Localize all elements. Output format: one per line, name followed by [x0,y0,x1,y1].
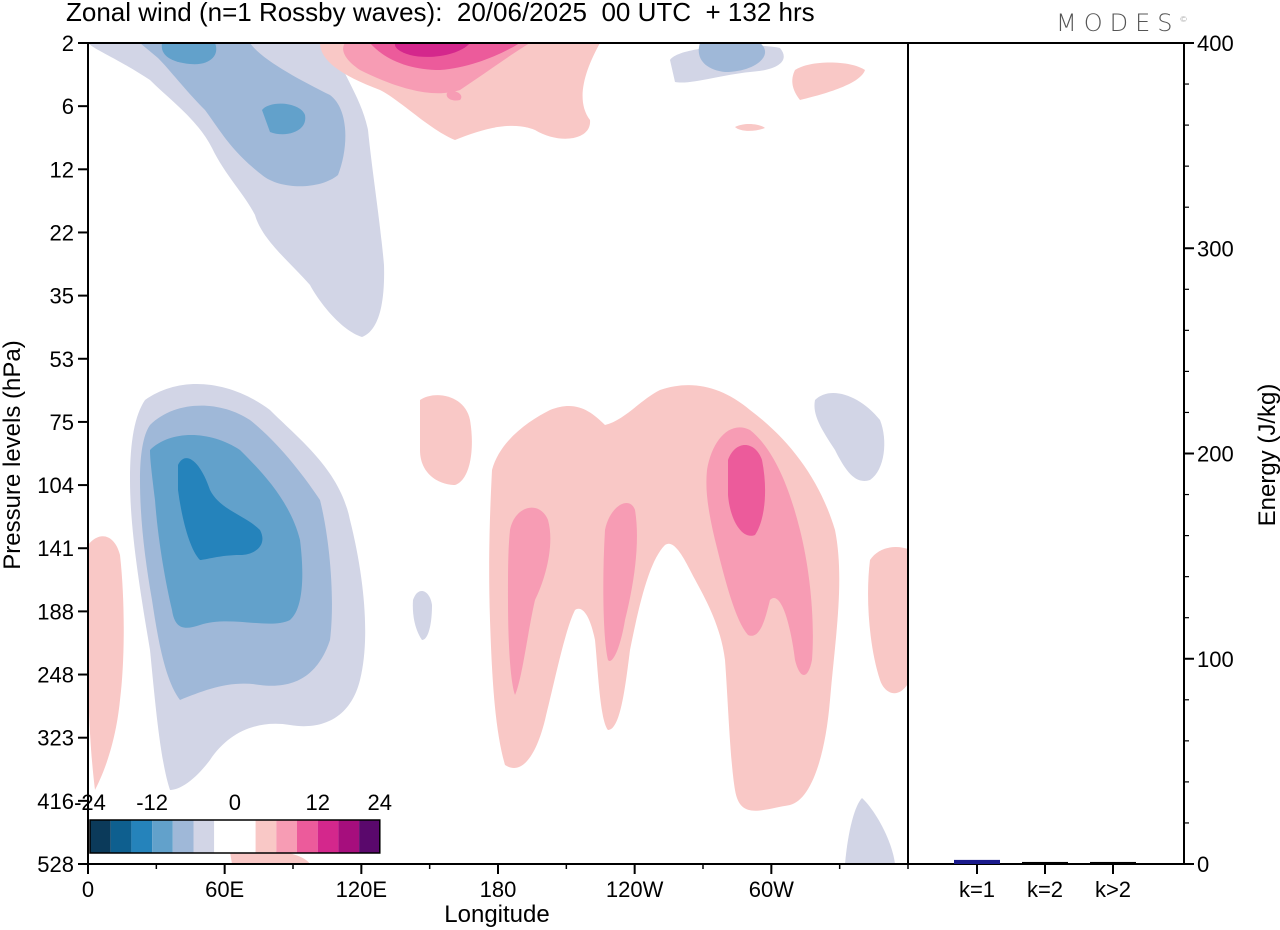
y-tick-label: 416 [37,789,74,814]
y-tick-label: 53 [50,347,74,372]
energy-bar-k>2 [1090,861,1136,864]
contour-region [508,507,551,695]
contour-region [394,43,470,57]
x-tick-label: 0 [82,877,94,902]
bar-category-label: k>2 [1095,877,1131,902]
y-tick-label: 12 [50,157,74,182]
y-tick-label: 22 [50,220,74,245]
x-tick-label: 120W [606,877,664,902]
y-tick-label: 6 [62,94,74,119]
y-tick-label: 75 [50,410,74,435]
contour-region [845,798,895,864]
y-tick-label: 188 [37,599,74,624]
x-tick-label: 60W [749,877,794,902]
contour-region [728,445,766,536]
colorbar-label: -24 [74,790,106,815]
colorbar-swatch [297,820,318,853]
contour-region [262,103,306,135]
y-axis-label-energy: Energy (J/kg) [1254,384,1280,527]
energy-tick-label: 200 [1197,442,1234,467]
colorbar-label: 12 [305,790,329,815]
y-axis-energy: 0 100 200 300 400 [1184,31,1234,877]
contour-region [868,547,908,694]
brand-mark: © [1179,15,1188,24]
colorbar-swatch [359,820,380,853]
contour-region [446,91,462,101]
contour-region [412,590,432,640]
y-tick-label: 2 [62,31,74,56]
bar-category-label: k=2 [1027,877,1063,902]
energy-tick-label: 100 [1197,647,1234,672]
colorbar-label: -12 [136,790,168,815]
contour-region [792,62,865,100]
barpanel-border [908,42,1185,865]
contour-region [814,392,885,481]
y-axis-pressure: 2 6 12 22 35 53 75 104 141 188 248 323 416 528 [37,31,88,877]
contour-region [88,536,124,790]
contour-region [420,395,472,485]
y-axis-label-pressure: Pressure levels (hPa) [0,340,26,569]
contour-field [88,43,908,864]
energy-tick-label: 400 [1197,31,1234,56]
colorbar-swatch [214,820,235,853]
colorbar-swatch [90,820,111,853]
x-tick-label: 120E [336,877,387,902]
y-tick-label: 35 [50,284,74,309]
chart-title: Zonal wind (n=1 Rossby waves): 20/06/202… [66,0,815,27]
energy-bars: k=1 k=2 k>2 [954,859,1136,902]
contour-region [161,43,217,65]
x-axis: 0 60E 120E 180 120W 60W [82,864,909,902]
colorbar-swatch [338,820,360,853]
contour-region [140,43,346,187]
colorbar-swatch [276,820,297,853]
energy-bar-k=2 [1022,861,1068,864]
contour-region [735,124,765,131]
brand-text: MODES [1056,9,1180,37]
energy-tick-label: 0 [1197,852,1209,877]
x-tick-label: 60E [205,877,244,902]
colorbar-swatch [110,820,132,853]
x-axis-label: Longitude [444,901,549,928]
colorbar-swatch [317,820,339,853]
y-tick-label: 323 [37,726,74,751]
colorbar: -24 -12 0 12 24 [74,790,392,854]
contour-region [603,502,637,661]
colorbar-swatch [131,820,153,853]
energy-bar-k=1 [954,859,1000,864]
energy-tick-label: 300 [1197,236,1234,261]
bar-category-label: k=1 [959,877,995,902]
y-tick-label: 528 [37,852,74,877]
colorbar-swatch [193,820,215,853]
contour-region [178,458,263,560]
contour-region [698,43,766,72]
colorbar-swatch [172,820,194,853]
y-tick-label: 248 [37,663,74,688]
y-tick-label: 104 [37,473,74,498]
colorbar-label: 0 [229,790,241,815]
colorbar-border [89,819,381,854]
brand-logo: MODES© [1056,9,1187,37]
colorbar-swatch [255,820,277,853]
x-tick-label: 180 [480,877,517,902]
colorbar-swatch [234,820,256,853]
colorbar-swatch [152,820,173,853]
y-tick-label: 141 [37,536,74,561]
colorbar-label: 24 [368,790,392,815]
